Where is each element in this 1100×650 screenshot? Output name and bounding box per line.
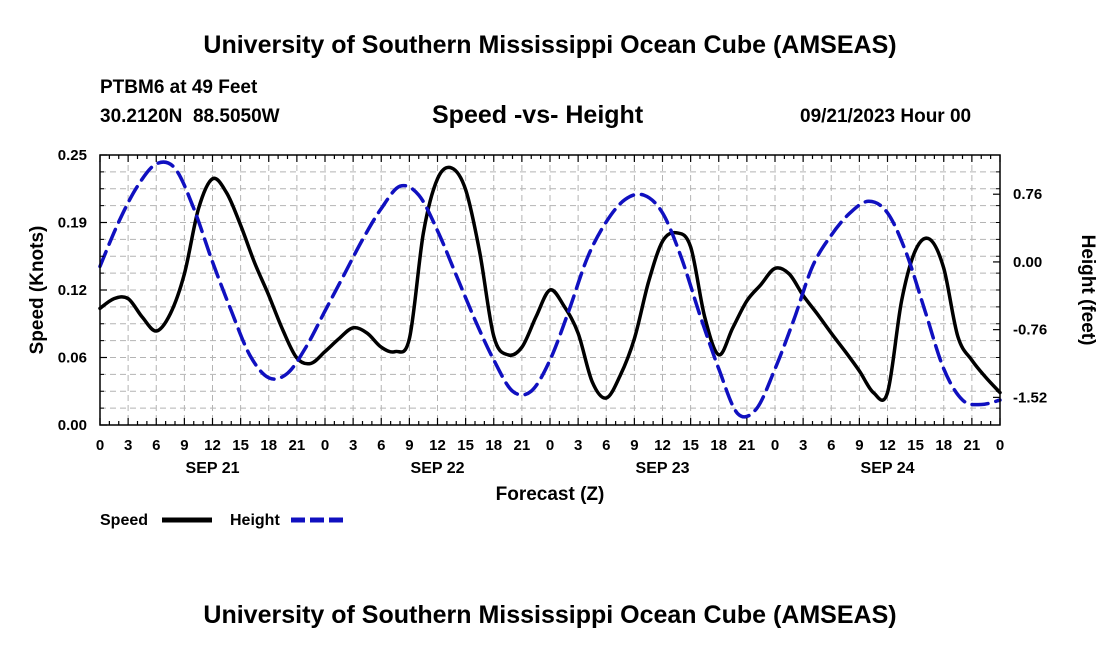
x-tick-label: 21	[739, 437, 756, 454]
series-line-height	[98, 160, 1002, 419]
x-tick-label: 21	[964, 437, 981, 454]
x-day-label: SEP 21	[186, 460, 240, 477]
station-name: PTBM6 at 49 Feet	[100, 77, 258, 98]
x-day-label: SEP 23	[636, 460, 690, 477]
legend: Speed Height	[100, 512, 343, 529]
grid-lines	[100, 155, 1000, 425]
x-tick-label: 9	[855, 437, 863, 454]
x-tick-label: 3	[799, 437, 807, 454]
y-tick-label: 0.12	[58, 282, 87, 299]
x-axis-title: Forecast (Z)	[496, 484, 605, 505]
x-tick-label: 15	[457, 437, 474, 454]
x-tick-label: 3	[349, 437, 357, 454]
y-tick-label: 0.00	[58, 417, 87, 434]
y2-axis-title: Height (feet)	[1077, 235, 1098, 346]
x-tick-label: 0	[96, 437, 104, 454]
footer-title: University of Southern Mississippi Ocean…	[203, 601, 897, 629]
x-tick-label: 12	[654, 437, 671, 454]
station-coordinates: 30.2120N 88.5050W	[100, 106, 280, 127]
legend-height-label: Height	[230, 512, 280, 529]
x-tick-label: 18	[260, 437, 277, 454]
x-tick-label: 0	[996, 437, 1004, 454]
x-tick-label: 6	[152, 437, 160, 454]
y-tick-label: 0.19	[58, 215, 87, 232]
x-tick-label: 15	[682, 437, 699, 454]
x-tick-label: 9	[405, 437, 413, 454]
axis-labels: 0 3 6 9 12 15 18 21 0 3 6 9 12 15 18 21 0 3 6 9 12 15 18 21 0 3 6 9…	[27, 147, 1098, 505]
x-tick-label: 0	[546, 437, 554, 454]
y2-tick-label: -0.76	[1013, 322, 1047, 339]
x-tick-label: 6	[602, 437, 610, 454]
y2-tick-label: 0.76	[1013, 186, 1042, 203]
x-tick-label: 9	[180, 437, 188, 454]
forecast-date: 09/21/2023 Hour 00	[800, 106, 972, 127]
x-tick-label: 21	[514, 437, 531, 454]
x-tick-label: 3	[574, 437, 582, 454]
x-tick-label: 18	[710, 437, 727, 454]
y-tick-label: 0.06	[58, 350, 87, 367]
chart-main-title: University of Southern Mississippi Ocean…	[203, 31, 897, 59]
x-tick-label: 0	[321, 437, 329, 454]
series-layer	[98, 160, 1002, 419]
x-tick-label: 0	[771, 437, 779, 454]
y2-tick-label: -1.52	[1013, 389, 1047, 406]
x-tick-label: 12	[879, 437, 896, 454]
x-tick-label: 12	[204, 437, 221, 454]
y2-tick-label: 0.00	[1013, 254, 1042, 271]
chart-subtitle: Speed -vs- Height	[432, 101, 644, 129]
x-tick-label: 18	[935, 437, 952, 454]
x-tick-label: 6	[827, 437, 835, 454]
x-tick-label: 15	[907, 437, 924, 454]
axis-ticks	[99, 154, 1001, 426]
series-line-speed	[98, 165, 1002, 403]
x-tick-label: 21	[289, 437, 306, 454]
x-tick-label: 6	[377, 437, 385, 454]
x-tick-label: 18	[485, 437, 502, 454]
legend-speed-label: Speed	[100, 512, 148, 529]
x-day-label: SEP 24	[861, 460, 915, 477]
x-day-label: SEP 22	[411, 460, 465, 477]
x-tick-label: 9	[630, 437, 638, 454]
y-tick-label: 0.25	[58, 147, 87, 164]
x-tick-label: 15	[232, 437, 249, 454]
x-tick-label: 12	[429, 437, 446, 454]
x-tick-label: 3	[124, 437, 132, 454]
y-axis-title: Speed (Knots)	[27, 226, 48, 355]
